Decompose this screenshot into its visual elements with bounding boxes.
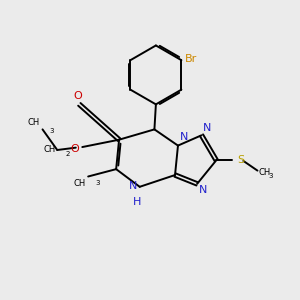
- Text: O: O: [74, 91, 82, 101]
- Text: O: O: [70, 143, 79, 154]
- Text: CH: CH: [27, 118, 40, 127]
- Text: N: N: [199, 185, 207, 195]
- Text: H: H: [133, 197, 142, 207]
- Text: 3: 3: [49, 128, 53, 134]
- Text: N: N: [180, 132, 188, 142]
- Text: CH: CH: [74, 179, 86, 188]
- Text: CH: CH: [259, 168, 271, 177]
- Text: 2: 2: [65, 152, 70, 158]
- Text: CH: CH: [44, 145, 56, 154]
- Text: Br: Br: [185, 54, 197, 64]
- Text: 3: 3: [269, 173, 273, 179]
- Text: 3: 3: [95, 180, 100, 186]
- Text: S: S: [237, 155, 244, 165]
- Text: N: N: [203, 123, 212, 133]
- Text: N: N: [129, 181, 137, 191]
